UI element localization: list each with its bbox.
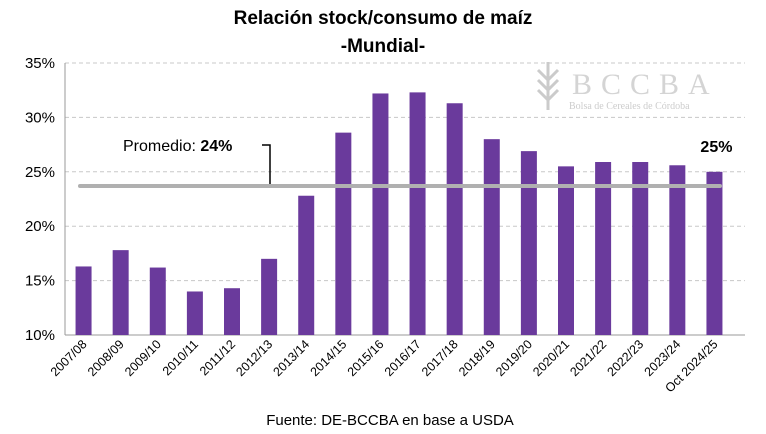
y-tick-label: 20%: [25, 218, 55, 235]
x-tick-label: 2013/14: [270, 337, 312, 379]
average-callout-line: [262, 144, 271, 184]
bar: [595, 162, 612, 335]
x-tick-label: 2020/21: [530, 337, 572, 379]
chart-title: Relación stock/consumo de maíz: [234, 8, 533, 29]
bar: [149, 267, 166, 335]
y-tick-label: 35%: [25, 55, 55, 72]
bar: [669, 165, 686, 335]
x-tick-label: 2009/10: [122, 337, 164, 379]
average-label: Promedio: 24%: [123, 138, 232, 155]
x-tick-label: 2010/11: [160, 337, 201, 378]
bar: [706, 171, 723, 335]
y-tick-label: 15%: [25, 273, 55, 290]
bar: [372, 93, 389, 336]
chart-subtitle: -Mundial-: [341, 36, 425, 57]
y-tick-label: 30%: [25, 109, 55, 126]
bccba-logo: BCCBA Bolsa de Cereales de Córdoba: [536, 62, 719, 112]
bar: [409, 92, 426, 335]
bar: [483, 139, 500, 335]
svg-text:Bolsa de Cereales de Córdoba: Bolsa de Cereales de Córdoba: [569, 101, 690, 112]
x-tick-label: 2018/19: [456, 337, 498, 379]
last-value-label: 25%: [700, 139, 732, 156]
x-tick-label: 2014/15: [308, 337, 350, 379]
y-tick-label: 10%: [25, 327, 55, 344]
x-tick-label: 2012/13: [233, 337, 275, 379]
bar: [224, 288, 240, 335]
bar: [75, 266, 92, 335]
bar: [261, 258, 278, 335]
bar: [558, 166, 574, 335]
bar: [520, 151, 537, 335]
x-tick-label: 2017/18: [419, 337, 461, 379]
y-tick-label: 25%: [25, 164, 55, 181]
svg-text:BCCBA: BCCBA: [572, 68, 719, 101]
bar: [298, 195, 315, 335]
x-tick-label: 2016/17: [382, 337, 424, 379]
x-tick-label: 2019/20: [493, 337, 535, 379]
source-note: Fuente: DE-BCCBA en base a USDA: [266, 412, 514, 429]
bar: [186, 291, 203, 335]
x-tick-label: 2011/12: [197, 337, 238, 378]
bar: [112, 250, 129, 335]
x-tick-label: 2021/22: [567, 337, 609, 379]
x-tick-label: 2022/23: [604, 337, 646, 379]
bar: [446, 103, 463, 335]
x-tick-label: 2015/16: [345, 337, 387, 379]
wheat-icon: [536, 62, 560, 110]
bar: [335, 132, 352, 335]
x-tick-label: 2008/09: [85, 337, 127, 379]
bar: [632, 162, 649, 335]
